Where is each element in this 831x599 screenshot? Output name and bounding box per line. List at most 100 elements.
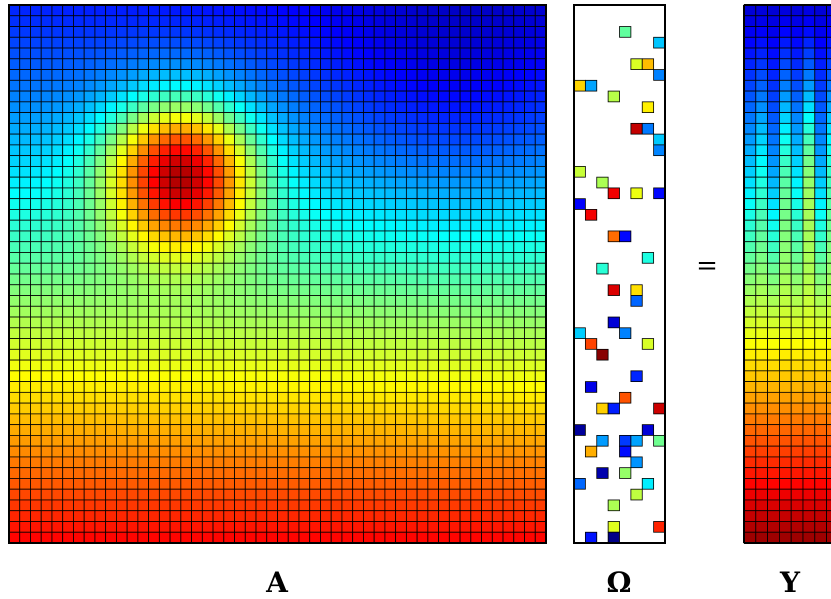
matrix-a-cell — [373, 58, 386, 70]
matrix-a-cell — [266, 47, 278, 60]
matrix-a-cell — [191, 499, 203, 512]
matrix-a-cell — [513, 4, 525, 17]
matrix-a-cell — [320, 26, 332, 38]
matrix-a-cell — [470, 445, 482, 458]
matrix-a-cell — [352, 176, 364, 189]
matrix-a-cell — [51, 499, 64, 512]
matrix-y-cell — [779, 187, 792, 200]
matrix-a-cell — [51, 348, 64, 361]
matrix-a-cell — [234, 391, 246, 404]
matrix-a-cell — [448, 413, 461, 426]
matrix-a-cell — [320, 69, 332, 81]
matrix-a-cell — [341, 434, 354, 447]
matrix-a-cell — [94, 198, 107, 210]
matrix-y-cell — [779, 230, 792, 243]
matrix-a-cell — [309, 47, 321, 60]
matrix-a-cell — [524, 456, 536, 469]
matrix-a-cell — [287, 348, 300, 361]
matrix-y-cell — [755, 338, 768, 350]
matrix-a-cell — [40, 424, 53, 436]
matrix-a-cell — [287, 273, 300, 286]
matrix-a-cell — [491, 467, 504, 479]
matrix-a-cell — [513, 488, 525, 501]
matrix-a-cell — [330, 90, 343, 103]
label-omega: Ω — [607, 566, 632, 599]
matrix-a-cell — [481, 305, 493, 318]
matrix-a-cell — [266, 90, 278, 103]
matrix-a-cell — [534, 209, 547, 221]
matrix-omega-cell — [607, 230, 620, 243]
matrix-a-cell — [244, 445, 257, 458]
matrix-a-cell — [481, 370, 493, 382]
matrix-a-cell — [309, 370, 321, 382]
matrix-a-cell — [201, 510, 214, 522]
matrix-y-cell — [790, 370, 804, 382]
matrix-y-cell — [826, 219, 831, 232]
matrix-a-cell — [534, 478, 547, 490]
matrix-a-cell — [234, 198, 246, 210]
matrix-y-cell — [802, 252, 816, 264]
matrix-a-cell — [148, 15, 160, 27]
matrix-y-cell — [814, 219, 827, 232]
matrix-a-cell — [298, 499, 311, 512]
matrix-a-cell — [513, 359, 525, 372]
matrix-a-cell — [405, 15, 418, 27]
matrix-y-cell — [802, 58, 816, 70]
matrix-a-cell — [534, 510, 547, 522]
matrix-a-cell — [395, 101, 407, 113]
matrix-a-cell — [277, 219, 289, 232]
matrix-a-cell — [405, 101, 418, 113]
matrix-a-cell — [491, 402, 504, 415]
matrix-a-cell — [158, 165, 171, 178]
matrix-a-cell — [448, 26, 461, 38]
matrix-a-cell — [105, 133, 117, 146]
matrix-a-cell — [481, 144, 493, 157]
matrix-a-cell — [62, 69, 74, 81]
matrix-a-cell — [105, 456, 117, 469]
matrix-a-cell — [51, 252, 64, 264]
matrix-a-cell — [470, 531, 482, 544]
matrix-a-cell — [416, 241, 429, 253]
matrix-a-cell — [158, 15, 171, 27]
matrix-a-cell — [341, 284, 354, 296]
matrix-a-cell — [395, 338, 407, 350]
matrix-a-cell — [169, 26, 182, 38]
matrix-y-cell — [743, 187, 757, 200]
matrix-y-cell — [826, 47, 831, 60]
matrix-y-cell — [779, 144, 792, 157]
matrix-a-cell — [212, 316, 225, 329]
matrix-y-cell — [755, 112, 768, 124]
matrix-a-cell — [201, 434, 214, 447]
matrix-y-cell — [755, 413, 768, 426]
matrix-a-cell — [40, 499, 53, 512]
matrix-a-cell — [534, 273, 547, 286]
matrix-a-cell — [30, 348, 42, 361]
matrix-a-cell — [470, 305, 482, 318]
matrix-a-cell — [287, 456, 300, 469]
matrix-y-cell — [755, 510, 768, 522]
matrix-a-cell — [126, 370, 139, 382]
matrix-a-cell — [201, 122, 214, 135]
matrix-a-cell — [481, 122, 493, 135]
matrix-a-cell — [266, 445, 278, 458]
matrix-a-cell — [470, 510, 482, 522]
matrix-y-cell — [779, 252, 792, 264]
matrix-a-cell — [19, 241, 31, 253]
matrix-a-cell — [438, 155, 450, 167]
matrix-a-cell — [384, 391, 397, 404]
matrix-a-cell — [73, 198, 85, 210]
matrix-omega-cell — [596, 402, 609, 415]
matrix-a-cell — [266, 305, 278, 318]
matrix-a-cell — [287, 413, 300, 426]
matrix-y-cell — [802, 478, 816, 490]
matrix-a-cell — [384, 69, 397, 81]
matrix-a-cell — [405, 36, 418, 49]
matrix-y-cell — [826, 434, 831, 447]
matrix-a-cell — [448, 316, 461, 329]
matrix-a-cell — [309, 424, 321, 436]
matrix-a-cell — [201, 262, 214, 275]
matrix-a-cell — [212, 26, 225, 38]
matrix-y-cell — [826, 391, 831, 404]
matrix-a-cell — [19, 478, 31, 490]
matrix-y-cell — [790, 122, 804, 135]
